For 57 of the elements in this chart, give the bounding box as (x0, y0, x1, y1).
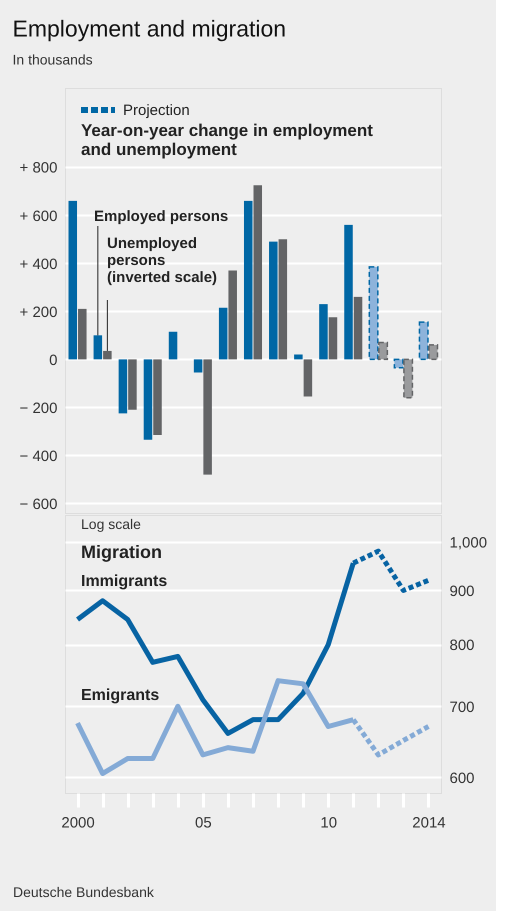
y-tick-label: 0 (49, 352, 58, 369)
bar (244, 200, 252, 360)
x-tick-label: 05 (195, 814, 212, 832)
y-tick-label: + 600 (20, 208, 58, 225)
y-tick-label: + 400 (20, 256, 58, 273)
bar (368, 266, 379, 360)
bar (153, 359, 162, 435)
series-label: Unemployed persons (inverted scale) (107, 235, 218, 286)
y-tick-label: + 200 (20, 304, 58, 321)
bar (203, 359, 212, 475)
bar (319, 304, 328, 360)
bar (394, 358, 404, 368)
y-tick-label: + 800 (20, 160, 58, 177)
y-tick-label: 700 (450, 698, 475, 716)
bar (278, 239, 288, 360)
x-tick-label: 2014 (412, 814, 446, 832)
bar (103, 350, 112, 360)
y-tick-label: 900 (450, 582, 475, 600)
bar (168, 332, 178, 360)
bar (378, 342, 388, 360)
bar (304, 359, 312, 397)
bar (68, 200, 78, 360)
bar (128, 359, 137, 410)
y-tick-label: 600 (450, 770, 475, 787)
series-label: Emigrants (81, 687, 160, 704)
y-tick-label: − 200 (20, 400, 58, 417)
x-tick-label: 10 (320, 814, 338, 832)
annotation: Year-on-year change in employment and unemployment (81, 121, 374, 159)
bar (228, 270, 237, 360)
bar (344, 224, 353, 360)
annotation: Log scale (81, 516, 142, 532)
chart-subtitle: In thousands (12, 52, 93, 68)
series-label: Immigrants (81, 573, 168, 590)
x-tick-label: 2000 (61, 814, 95, 832)
y-tick-label: 1,000 (450, 534, 488, 552)
bar (294, 354, 303, 360)
series-label: Employed persons (94, 208, 228, 225)
y-tick-label: − 600 (20, 496, 58, 513)
bar (78, 308, 87, 360)
bar (194, 359, 202, 373)
text: Migration (81, 542, 162, 562)
bar (94, 335, 102, 360)
bar (403, 358, 414, 398)
chart-title: Employment and migration (12, 16, 286, 42)
legend-label: Projection (123, 102, 190, 119)
bar (418, 321, 429, 360)
bar (269, 242, 278, 360)
bar (144, 359, 152, 440)
y-tick-label: 800 (450, 637, 475, 654)
text: Deutsche Bundesbank (13, 884, 155, 900)
bar (428, 344, 438, 360)
bar (328, 317, 338, 360)
y-tick-label: − 400 (20, 448, 58, 465)
bar (254, 185, 262, 360)
bar (354, 296, 362, 360)
bar (218, 308, 228, 360)
bar (118, 359, 128, 414)
